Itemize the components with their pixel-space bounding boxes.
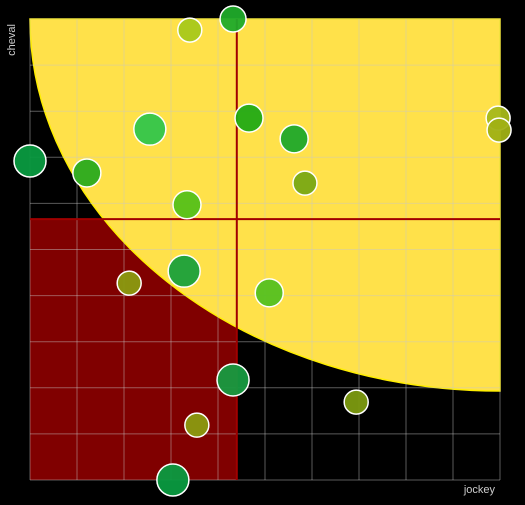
bubble	[172, 190, 202, 220]
bubble	[13, 144, 47, 178]
target-zone	[29, 18, 501, 392]
bubble	[156, 463, 190, 497]
bubble	[219, 5, 247, 33]
bubble	[167, 254, 201, 288]
grid	[29, 18, 501, 481]
bubble	[116, 270, 142, 296]
bubble	[184, 412, 210, 438]
bubble	[234, 103, 264, 133]
bubble	[279, 124, 309, 154]
bubble	[177, 17, 203, 43]
x-axis-label: jockey	[463, 484, 496, 496]
bubble	[133, 112, 167, 146]
bubble	[292, 170, 318, 196]
bubble	[343, 389, 369, 415]
y-axis-label: cheval	[6, 24, 18, 56]
points	[13, 5, 512, 497]
bubble	[72, 158, 102, 188]
dividers	[30, 19, 500, 480]
bubble	[216, 363, 250, 397]
bubble	[254, 278, 284, 308]
bubble	[486, 117, 512, 143]
